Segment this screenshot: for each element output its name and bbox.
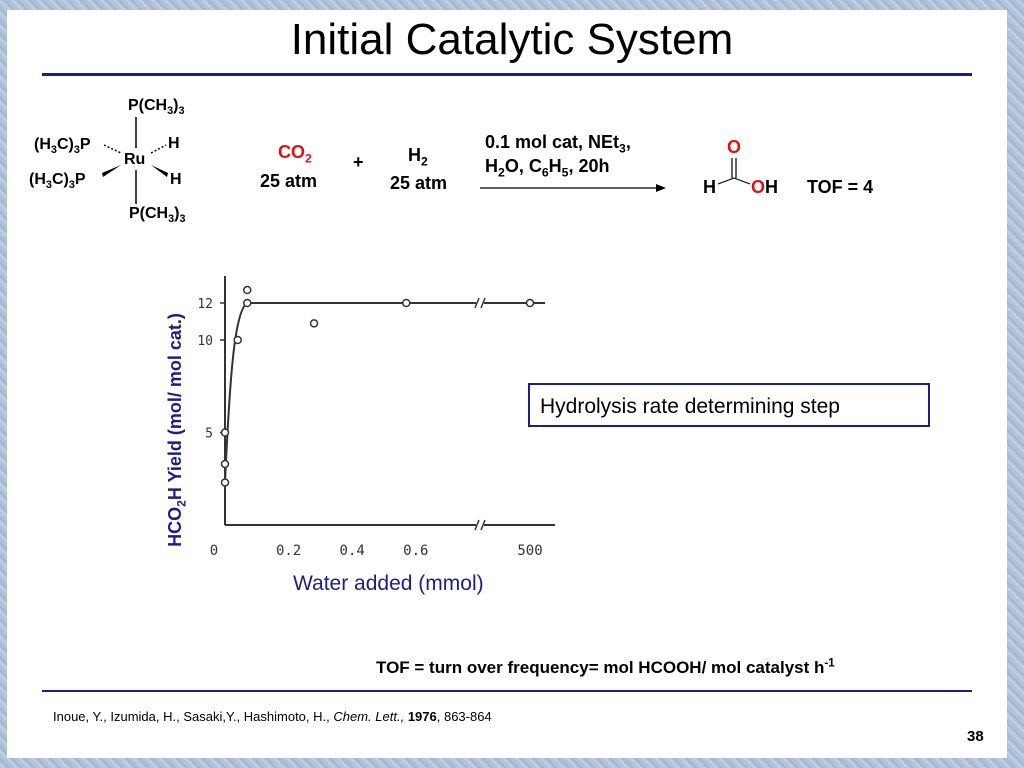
co2-label: CO2 bbox=[278, 142, 312, 166]
ruthenium-center-label: Ru bbox=[124, 151, 146, 168]
y-axis-label: HCO2H Yield (mol/ mol cat.) bbox=[165, 313, 189, 547]
bond-wedge-right bbox=[151, 165, 168, 177]
y-tick-label: 5 bbox=[205, 427, 213, 442]
left-phosphine-label-1: (H3C)3P bbox=[34, 136, 91, 157]
reaction-arrow bbox=[480, 184, 666, 192]
bond-hash-right bbox=[150, 144, 167, 154]
data-point bbox=[309, 319, 319, 328]
y-tick-label: 10 bbox=[197, 334, 213, 349]
series-curve bbox=[224, 302, 476, 483]
h2-label: H2 bbox=[408, 145, 428, 169]
left-phosphine-label-2: (H3C)3P bbox=[29, 171, 86, 192]
data-point bbox=[243, 298, 252, 308]
x-tick-label: 0.6 bbox=[403, 543, 428, 559]
page-title: Initial Catalytic System bbox=[290, 15, 734, 64]
tof-value: TOF = 4 bbox=[807, 177, 874, 197]
data-point bbox=[233, 335, 242, 345]
bond-hash-left bbox=[103, 144, 122, 154]
data-point bbox=[220, 459, 230, 469]
formic-acid-carbonyl-o: O bbox=[727, 137, 742, 157]
x-axis-label: Water added (mmol) bbox=[293, 572, 484, 595]
plus-sign: + bbox=[353, 152, 364, 172]
x-tick-label: 0.2 bbox=[276, 543, 301, 559]
title-divider bbox=[42, 73, 972, 76]
citation: Inoue, Y., Izumida, H., Sasaki,Y., Hashi… bbox=[53, 709, 492, 724]
formic-acid-h-right: H bbox=[765, 177, 778, 197]
formic-acid-bonds bbox=[717, 158, 751, 185]
formic-acid-o-right: O bbox=[751, 177, 766, 197]
hydride-label-top: H bbox=[168, 135, 180, 152]
page-number: 38 bbox=[967, 728, 984, 745]
top-phosphine-label: P(CH3)3 bbox=[128, 97, 185, 118]
rate-determining-note: Hydrolysis rate determining step bbox=[528, 383, 930, 427]
x-tick-label: 0 bbox=[210, 543, 218, 559]
data-point bbox=[220, 478, 230, 487]
y-tick-label: 12 bbox=[197, 297, 213, 312]
conditions-line-2: H2O, C6H5, 20h bbox=[485, 156, 610, 180]
x-tick-label: 0.4 bbox=[340, 543, 365, 559]
x-tick-label: 500 bbox=[517, 543, 542, 559]
h2-pressure: 25 atm bbox=[390, 173, 448, 193]
data-point bbox=[525, 298, 535, 308]
data-point bbox=[243, 285, 252, 295]
co2-pressure: 25 atm bbox=[260, 171, 318, 191]
tof-definition: TOF = turn over frequency= mol HCOOH/ mo… bbox=[376, 657, 835, 677]
formic-acid-h-left: H bbox=[703, 177, 716, 197]
hydride-label-bottom: H bbox=[170, 171, 182, 188]
bond-wedge-left bbox=[102, 165, 121, 177]
data-point bbox=[220, 428, 230, 437]
curve-break-mark bbox=[474, 297, 486, 309]
bottom-phosphine-label: P(CH3)3 bbox=[129, 205, 186, 226]
x-axis-break-mark bbox=[474, 519, 486, 531]
conditions-line-1: 0.1 mol cat, NEt3, bbox=[485, 132, 631, 156]
data-point bbox=[402, 298, 411, 308]
footer-divider bbox=[42, 690, 972, 692]
